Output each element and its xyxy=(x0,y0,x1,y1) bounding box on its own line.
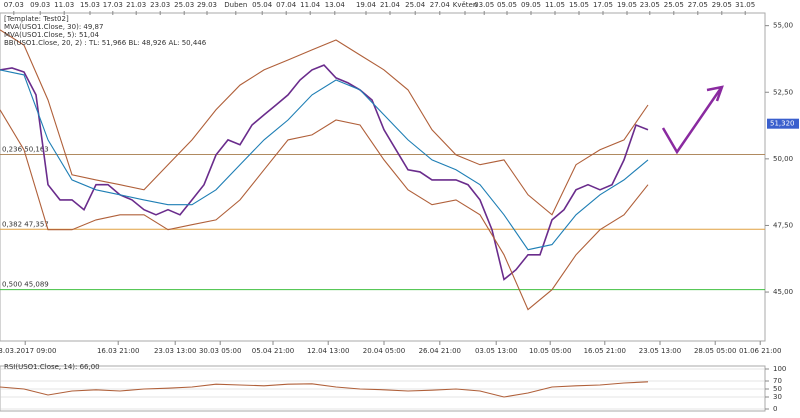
fib-label: 0,382 47,357 xyxy=(2,220,49,228)
top-tick-label: 07.03 xyxy=(4,1,24,9)
top-tick-label: 23.03 xyxy=(150,1,170,9)
legend-text: MVA(USO1.Close, 30): 49,87 xyxy=(4,23,103,31)
top-tick-label: 29.05 xyxy=(712,1,732,9)
x-tick-label: 28.05 05:00 xyxy=(694,347,736,355)
top-tick-label: 05.04 xyxy=(252,1,273,9)
top-tick-label: 03.05 xyxy=(474,1,494,9)
x-tick-label: 05.04 21:00 xyxy=(252,347,294,355)
x-tick-label: 03.03.2017 09:00 xyxy=(0,347,56,355)
arrow-head xyxy=(706,85,724,102)
y-tick-label: 47,50 xyxy=(773,221,793,229)
top-tick-label: 21.04 xyxy=(380,1,401,9)
top-tick-label: 27.04 xyxy=(430,1,451,9)
y-tick-label: 45,00 xyxy=(773,288,793,296)
legend-text: MVA(USO1.Close, 5): 51,04 xyxy=(4,31,100,39)
top-tick-label: 19.05 xyxy=(617,1,637,9)
top-tick-label: 27.05 xyxy=(688,1,708,9)
legend-text: BB(USO1.Close, 20, 2) : TL: 51,966 BL: 4… xyxy=(4,39,207,47)
rsi-panel xyxy=(0,365,766,412)
series-line xyxy=(0,381,649,398)
x-tick-label: 26.04 21:00 xyxy=(419,347,461,355)
y-tick-label: 50,00 xyxy=(773,155,793,163)
x-tick-label: 30.03 05:00 xyxy=(199,347,241,355)
top-tick-label: 05.05 xyxy=(497,1,517,9)
y-tick-label: 50 xyxy=(773,385,782,393)
x-tick-label: 01.06 21:00 xyxy=(739,347,781,355)
top-tick-label: 25.05 xyxy=(664,1,684,9)
x-tick-label: 16.03 21:00 xyxy=(97,347,139,355)
top-tick-label: 13.04 xyxy=(325,1,346,9)
y-tick-label: 0 xyxy=(773,405,777,413)
top-tick-label: Duben xyxy=(224,1,247,9)
top-tick-label: 19.04 xyxy=(356,1,377,9)
series-line xyxy=(0,64,649,281)
last-price-label: 51,320 xyxy=(770,120,795,128)
x-tick-label: 12.04 13:00 xyxy=(307,347,349,355)
legend-text: [Template: Test02] xyxy=(4,15,69,23)
top-tick-label: 17.05 xyxy=(593,1,613,9)
top-tick-label: 11.05 xyxy=(545,1,565,9)
y-tick-label: 55,00 xyxy=(773,22,793,30)
top-tick-label: 25.03 xyxy=(174,1,194,9)
x-tick-label: 10.05 05:00 xyxy=(529,347,571,355)
top-tick-label: 15.05 xyxy=(569,1,589,9)
top-tick-label: 09.05 xyxy=(521,1,541,9)
y-tick-label: 100 xyxy=(773,365,786,373)
top-tick-label: 31.05 xyxy=(735,1,755,9)
main-panel xyxy=(0,12,766,342)
top-tick-label: 23.05 xyxy=(640,1,660,9)
top-tick-label: Květen xyxy=(453,1,478,9)
panel-title: RSI(USO1.Close, 14): 66,00 xyxy=(4,363,100,371)
forecast-arrow xyxy=(661,87,723,155)
top-tick-label: 11.03 xyxy=(54,1,74,9)
series-line xyxy=(0,109,649,311)
x-tick-label: 23.05 13:00 xyxy=(639,347,681,355)
y-tick-label: 30 xyxy=(773,393,782,401)
y-tick-label: 70 xyxy=(773,377,782,385)
y-tick-label: 52,50 xyxy=(773,88,793,96)
x-tick-label: 23.03 13:00 xyxy=(154,347,196,355)
top-tick-label: 25.04 xyxy=(405,1,426,9)
x-tick-label: 16.05 21:00 xyxy=(584,347,626,355)
top-tick-label: 17.03 xyxy=(103,1,123,9)
top-tick-label: 07.04 xyxy=(276,1,297,9)
top-tick-label: 09.03 xyxy=(30,1,50,9)
last-price-box xyxy=(767,118,799,129)
fib-label: 0,236 50,163 xyxy=(2,146,49,154)
series-line xyxy=(0,69,649,251)
top-tick-label: 21.03 xyxy=(126,1,146,9)
x-tick-label: 03.05 13:00 xyxy=(475,347,517,355)
fib-label: 0,500 45,089 xyxy=(2,281,49,289)
series-line xyxy=(0,29,649,216)
top-tick-label: 15.03 xyxy=(80,1,100,9)
top-tick-label: 29.03 xyxy=(197,1,217,9)
top-tick-label: 11.04 xyxy=(300,1,321,9)
x-tick-label: 20.04 05:00 xyxy=(363,347,405,355)
